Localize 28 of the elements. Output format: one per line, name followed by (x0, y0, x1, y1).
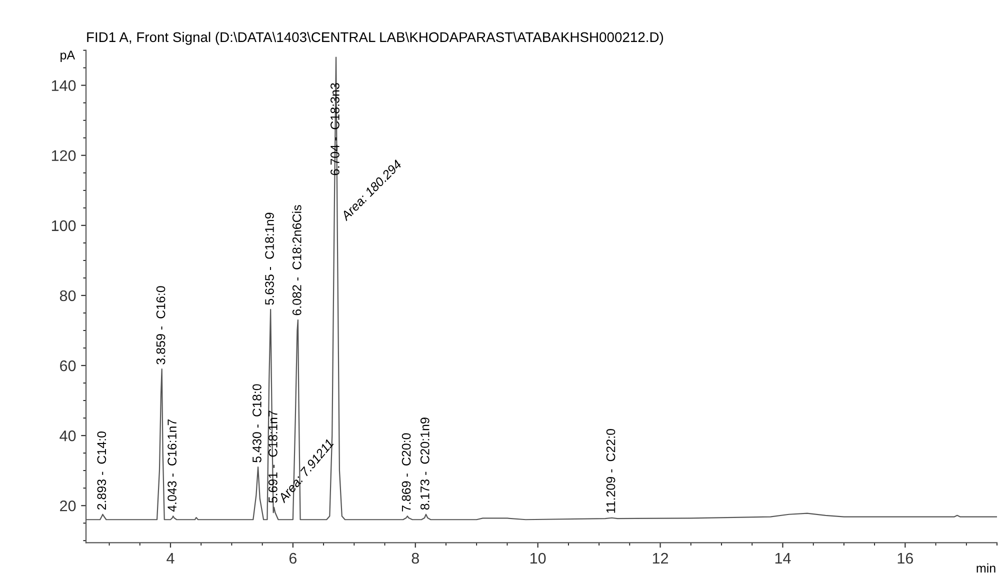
x-tick-label: 4 (166, 553, 174, 564)
annotation: 8.173 - C20:1n9 (420, 418, 430, 510)
annotation: 11.209 - C22:0 (606, 428, 616, 513)
annotation: 5.635 - C18:1n9 (265, 212, 274, 305)
annotation: 6.082 - C18:2n6Cis (292, 205, 302, 316)
y-tick-label: 100 (52, 220, 76, 232)
annotation: 3.859 - C16:0 (156, 286, 166, 364)
y-tick-label: 80 (60, 290, 76, 302)
y-tick-label: 40 (60, 430, 76, 442)
x-tick-label: 16 (898, 552, 913, 564)
y-tick-label: 60 (60, 360, 76, 372)
chart-title: FID1 A, Front Signal (D:\DATA\1403\CENTRAL LAB\KHODAPARAST\ATABAKHSH000212.D) (87, 32, 664, 45)
y-axis-title: pA (60, 50, 76, 62)
y-tick-label: 140 (52, 80, 76, 91)
x-tick-label: 8 (412, 552, 419, 564)
y-tick-label: 20 (60, 500, 76, 512)
x-tick-label: 12 (652, 552, 668, 564)
x-tick-label: 10 (530, 552, 546, 564)
annotation: 5.430 - C18:0 (252, 384, 262, 462)
annotation: 5.691 - C18:1n7 (268, 410, 278, 503)
y-tick-label: 120 (52, 150, 76, 162)
x-tick-label: 14 (775, 553, 791, 564)
annotation: 6.704 - C18:3n3 (330, 83, 340, 176)
annotation: 4.043 - C16:1n7 (168, 419, 176, 512)
annotation: 2.893 - C14:0 (97, 431, 106, 510)
x-tick-label: 6 (289, 552, 297, 564)
annotation: 7.869 - C20:0 (402, 433, 411, 512)
x-axis-title: min (976, 563, 996, 572)
